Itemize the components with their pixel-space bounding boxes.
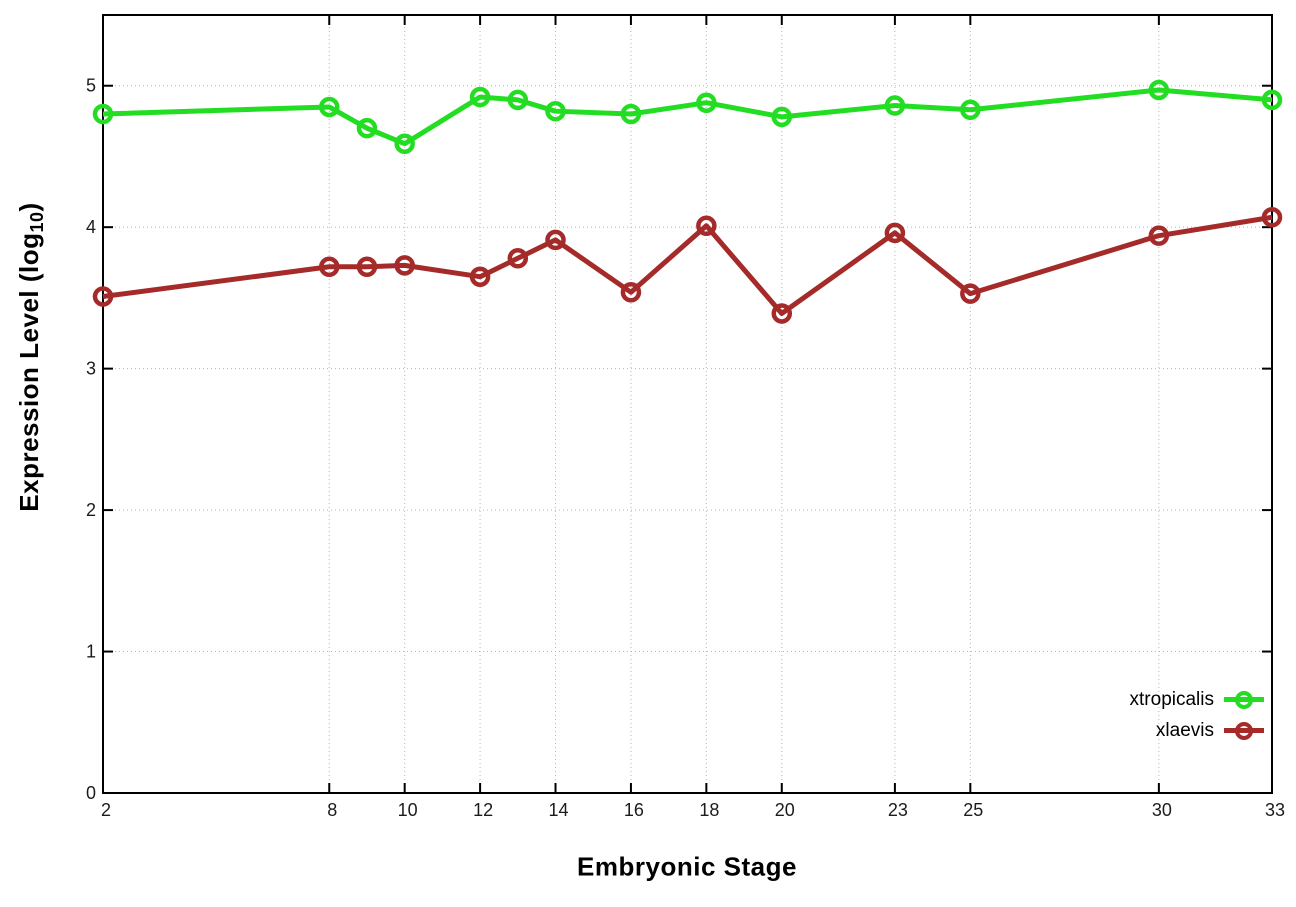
legend-item-xlaevis: xlaevis — [1130, 715, 1264, 746]
data-point-marker — [1148, 79, 1170, 101]
data-point-marker — [696, 215, 717, 237]
data-point-marker — [394, 133, 415, 154]
data-point-marker — [545, 100, 566, 122]
svg-text:23: 23 — [888, 800, 908, 820]
y-axis-title-text: Expression Level (log — [14, 232, 44, 512]
data-point-marker — [92, 103, 114, 125]
svg-text:10: 10 — [398, 800, 418, 820]
data-point-marker — [884, 95, 906, 116]
svg-text:8: 8 — [327, 800, 337, 820]
data-point-marker — [507, 89, 529, 111]
svg-text:5: 5 — [86, 76, 96, 96]
data-point-marker — [469, 86, 491, 108]
svg-text:12: 12 — [473, 800, 493, 820]
legend-circle-swatch — [1235, 690, 1253, 709]
series-xtropicalis — [92, 79, 1283, 154]
svg-text:14: 14 — [549, 800, 569, 820]
tick-marks — [102, 15, 1273, 794]
gridlines — [102, 15, 1273, 793]
svg-text:2: 2 — [101, 800, 111, 820]
y-axis-title-close: ) — [14, 202, 44, 212]
data-point-marker — [771, 106, 793, 128]
svg-text:16: 16 — [624, 800, 644, 820]
legend-label: xlaevis — [1155, 719, 1214, 741]
line-circle-marker-icon — [1224, 720, 1264, 742]
data-point-marker — [1148, 225, 1170, 246]
svg-text:3: 3 — [86, 359, 96, 379]
series-xlaevis — [92, 207, 1283, 324]
svg-text:25: 25 — [963, 800, 983, 820]
x-axis-title: Embryonic Stage — [577, 851, 797, 882]
svg-text:30: 30 — [1152, 800, 1172, 820]
legend-circle-swatch — [1235, 721, 1253, 740]
svg-text:1: 1 — [86, 642, 96, 662]
data-point-marker — [545, 229, 566, 251]
svg-text:18: 18 — [699, 800, 719, 820]
data-point-marker — [884, 222, 906, 244]
svg-text:4: 4 — [86, 217, 96, 237]
svg-text:20: 20 — [775, 800, 795, 820]
data-point-marker — [92, 286, 114, 307]
data-point-marker — [771, 303, 793, 324]
legend: xtropicalis xlaevis — [1130, 684, 1264, 746]
data-point-marker — [960, 283, 981, 304]
data-point-marker — [469, 266, 491, 287]
data-point-marker — [319, 96, 340, 118]
svg-text:33: 33 — [1265, 800, 1285, 820]
data-point-marker — [1261, 89, 1283, 111]
svg-text:0: 0 — [86, 783, 96, 803]
svg-text:2: 2 — [86, 500, 96, 520]
y-axis-title-subscript: 10 — [27, 211, 47, 233]
data-point-marker — [319, 256, 340, 278]
legend-label: xtropicalis — [1129, 688, 1214, 710]
plot-border — [102, 14, 1273, 794]
data-point-marker — [356, 117, 378, 139]
data-point-marker — [696, 92, 717, 113]
line-circle-marker-icon — [1224, 689, 1264, 711]
legend-item-xtropicalis: xtropicalis — [1130, 684, 1264, 715]
data-point-marker — [507, 248, 529, 269]
data-point-marker — [620, 282, 642, 303]
data-point-marker — [620, 103, 642, 125]
data-point-marker — [960, 99, 981, 121]
data-point-marker — [394, 255, 415, 276]
data-point-marker — [1261, 207, 1283, 228]
y-axis-title: Expression Level (log10) — [14, 202, 48, 511]
data-point-marker — [356, 256, 378, 278]
